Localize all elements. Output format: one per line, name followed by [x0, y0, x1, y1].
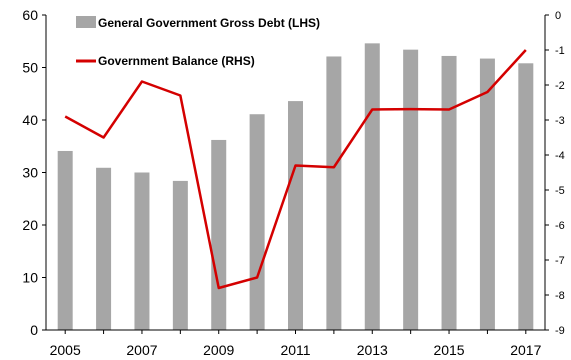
bar-debt-2014: [403, 49, 419, 331]
x-tick-label: 2009: [203, 342, 234, 358]
x-tick-label: 2013: [357, 342, 388, 358]
bar-debt-2017: [518, 63, 534, 331]
bar-debt-2011: [288, 101, 303, 330]
x-axis-ticks: 2005 2007 2009 2011 2013 2015 2017: [50, 330, 542, 358]
x-tick-label: 2015: [433, 342, 464, 358]
x-tick-label: 2007: [126, 342, 157, 358]
bar-debt-2009: [211, 139, 227, 330]
bar-debt-2013: [364, 43, 380, 330]
balance-line: [64, 49, 527, 290]
bar-debt-2006: [96, 167, 112, 330]
right-tick-label: -6: [555, 220, 565, 232]
right-tick-label: -8: [555, 290, 565, 302]
left-tick-label: 30: [22, 165, 38, 181]
right-tick-label: -7: [555, 255, 565, 267]
right-tick-label: -2: [555, 80, 565, 92]
legend: General Government Gross Debt (LHS) Gove…: [76, 16, 320, 68]
right-tick-label: -4: [555, 150, 565, 162]
legend-label-debt: General Government Gross Debt (LHS): [98, 16, 320, 30]
right-tick-label: -9: [555, 325, 565, 337]
left-tick-label: 40: [22, 112, 38, 128]
bar-debt-2016: [479, 58, 495, 330]
left-axis-ticks: 0 10 20 30 40 50 60: [22, 7, 46, 338]
bar-debt-2010: [249, 114, 265, 330]
x-tick-label: 2005: [50, 342, 81, 358]
bar-debt-2005: [57, 150, 73, 330]
left-tick-label: 0: [30, 322, 38, 338]
right-tick-label: -1: [555, 45, 565, 57]
bar-debt-2008: [172, 180, 188, 330]
bar-debt-2012: [326, 56, 342, 330]
right-tick-label: -3: [555, 115, 565, 127]
right-tick-label: 0: [555, 10, 561, 22]
left-tick-label: 60: [22, 7, 38, 23]
left-tick-label: 50: [22, 60, 38, 76]
legend-swatch-debt: [76, 16, 96, 28]
right-tick-label: -5: [555, 185, 565, 197]
debt-bars: [57, 43, 534, 331]
legend-label-balance: Government Balance (RHS): [98, 54, 255, 68]
left-tick-label: 10: [22, 270, 38, 286]
left-tick-label: 20: [22, 217, 38, 233]
bar-debt-2007: [134, 172, 150, 330]
bar-debt-2015: [441, 55, 457, 330]
x-tick-label: 2011: [280, 342, 310, 358]
x-tick-label: 2017: [510, 342, 541, 358]
right-axis-ticks: 0 -1 -2 -3 -4 -5 -6 -7 -8 -9: [545, 10, 565, 337]
